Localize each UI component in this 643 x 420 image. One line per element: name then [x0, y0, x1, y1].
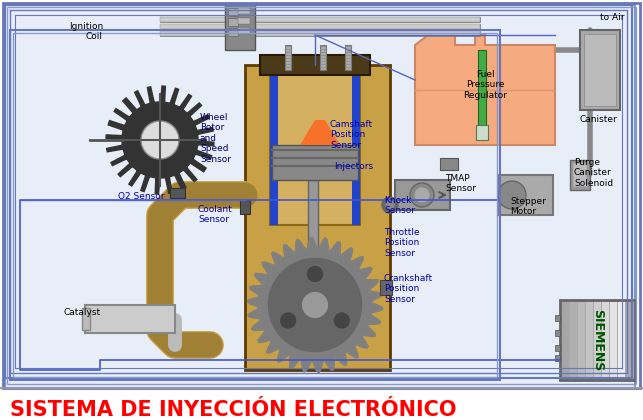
Bar [7, 7, 636, 384]
Bar [395, 180, 450, 210]
Bar [476, 125, 488, 140]
Bar [240, 200, 250, 214]
Circle shape [269, 258, 361, 352]
Bar [478, 50, 486, 130]
Bar [573, 163, 587, 187]
Polygon shape [300, 120, 340, 145]
Text: Canister: Canister [580, 115, 618, 124]
Circle shape [141, 121, 179, 159]
Text: Purge
Canister
Solenoid: Purge Canister Solenoid [574, 158, 613, 188]
Bar [272, 145, 358, 180]
Bar [160, 24, 480, 29]
Bar [160, 24, 480, 29]
Bar [13, 33, 497, 377]
Circle shape [307, 267, 322, 281]
Text: Fuel
Pressure
Regulator: Fuel Pressure Regulator [463, 70, 507, 100]
Circle shape [410, 183, 434, 207]
Bar [238, 18, 250, 24]
Circle shape [303, 293, 327, 318]
Bar [160, 31, 480, 36]
Bar [308, 180, 318, 250]
Bar [238, 28, 250, 34]
Bar [580, 30, 620, 110]
Bar [560, 300, 635, 380]
Text: Wheel
Rotor
and
Speed
Sensor: Wheel Rotor and Speed Sensor [200, 113, 231, 164]
Bar [618, 302, 625, 378]
Bar [578, 302, 585, 378]
Bar [160, 17, 480, 22]
Text: TMAP
Sensor: TMAP Sensor [445, 174, 476, 193]
Bar [228, 8, 238, 16]
Bar [10, 30, 500, 380]
Bar [245, 65, 390, 370]
Bar [555, 355, 560, 361]
Bar [584, 34, 616, 106]
Text: Throttle
Position
Sensor: Throttle Position Sensor [384, 228, 420, 258]
Text: to Air: to Air [600, 13, 624, 22]
Text: Catalyst: Catalyst [63, 308, 100, 317]
Bar [170, 188, 185, 198]
Bar [270, 65, 360, 225]
Text: Crankshaft
Position
Sensor: Crankshaft Position Sensor [384, 274, 433, 304]
Text: SIEMENS: SIEMENS [591, 309, 604, 371]
Bar [160, 17, 480, 22]
Bar [0, 388, 643, 420]
Bar [586, 302, 593, 378]
Bar [594, 302, 601, 378]
Bar [555, 345, 560, 351]
Text: Knock
Sensor: Knock Sensor [384, 196, 415, 215]
Bar [610, 302, 617, 378]
Bar [602, 302, 609, 378]
Text: O2 Sensor: O2 Sensor [118, 192, 165, 201]
Bar [82, 308, 90, 330]
Bar [228, 18, 238, 26]
Text: Coolant
Sensor: Coolant Sensor [198, 205, 233, 224]
Text: Injectors: Injectors [334, 162, 373, 171]
Bar [238, 8, 250, 14]
Text: Ignition
Coil: Ignition Coil [69, 22, 103, 42]
Bar [380, 280, 392, 295]
Bar [345, 45, 351, 70]
Bar [320, 45, 326, 70]
Circle shape [281, 313, 296, 328]
Bar [260, 55, 370, 75]
Polygon shape [247, 237, 383, 373]
Circle shape [386, 201, 394, 209]
Bar [498, 175, 553, 215]
Polygon shape [247, 237, 383, 373]
Bar [555, 315, 560, 321]
Bar [270, 70, 278, 225]
Circle shape [414, 187, 430, 203]
Bar [440, 158, 458, 170]
Circle shape [334, 313, 349, 328]
Text: SISTEMA DE INYECCIÓN ELECTRÓNICO: SISTEMA DE INYECCIÓN ELECTRÓNICO [10, 400, 457, 420]
Bar [228, 28, 238, 36]
Bar [555, 330, 560, 336]
Bar [570, 302, 577, 378]
Text: Stepper
Motor: Stepper Motor [510, 197, 546, 216]
Bar [85, 305, 175, 333]
Circle shape [498, 181, 526, 209]
Circle shape [382, 197, 398, 213]
Bar [285, 45, 291, 70]
Bar [160, 31, 480, 36]
Text: Camshaft
Position
Sensor: Camshaft Position Sensor [330, 120, 373, 150]
Bar [570, 160, 590, 190]
Bar [225, 5, 255, 50]
Bar [352, 70, 360, 225]
Polygon shape [415, 30, 555, 145]
Bar [562, 302, 569, 378]
Polygon shape [106, 86, 214, 194]
